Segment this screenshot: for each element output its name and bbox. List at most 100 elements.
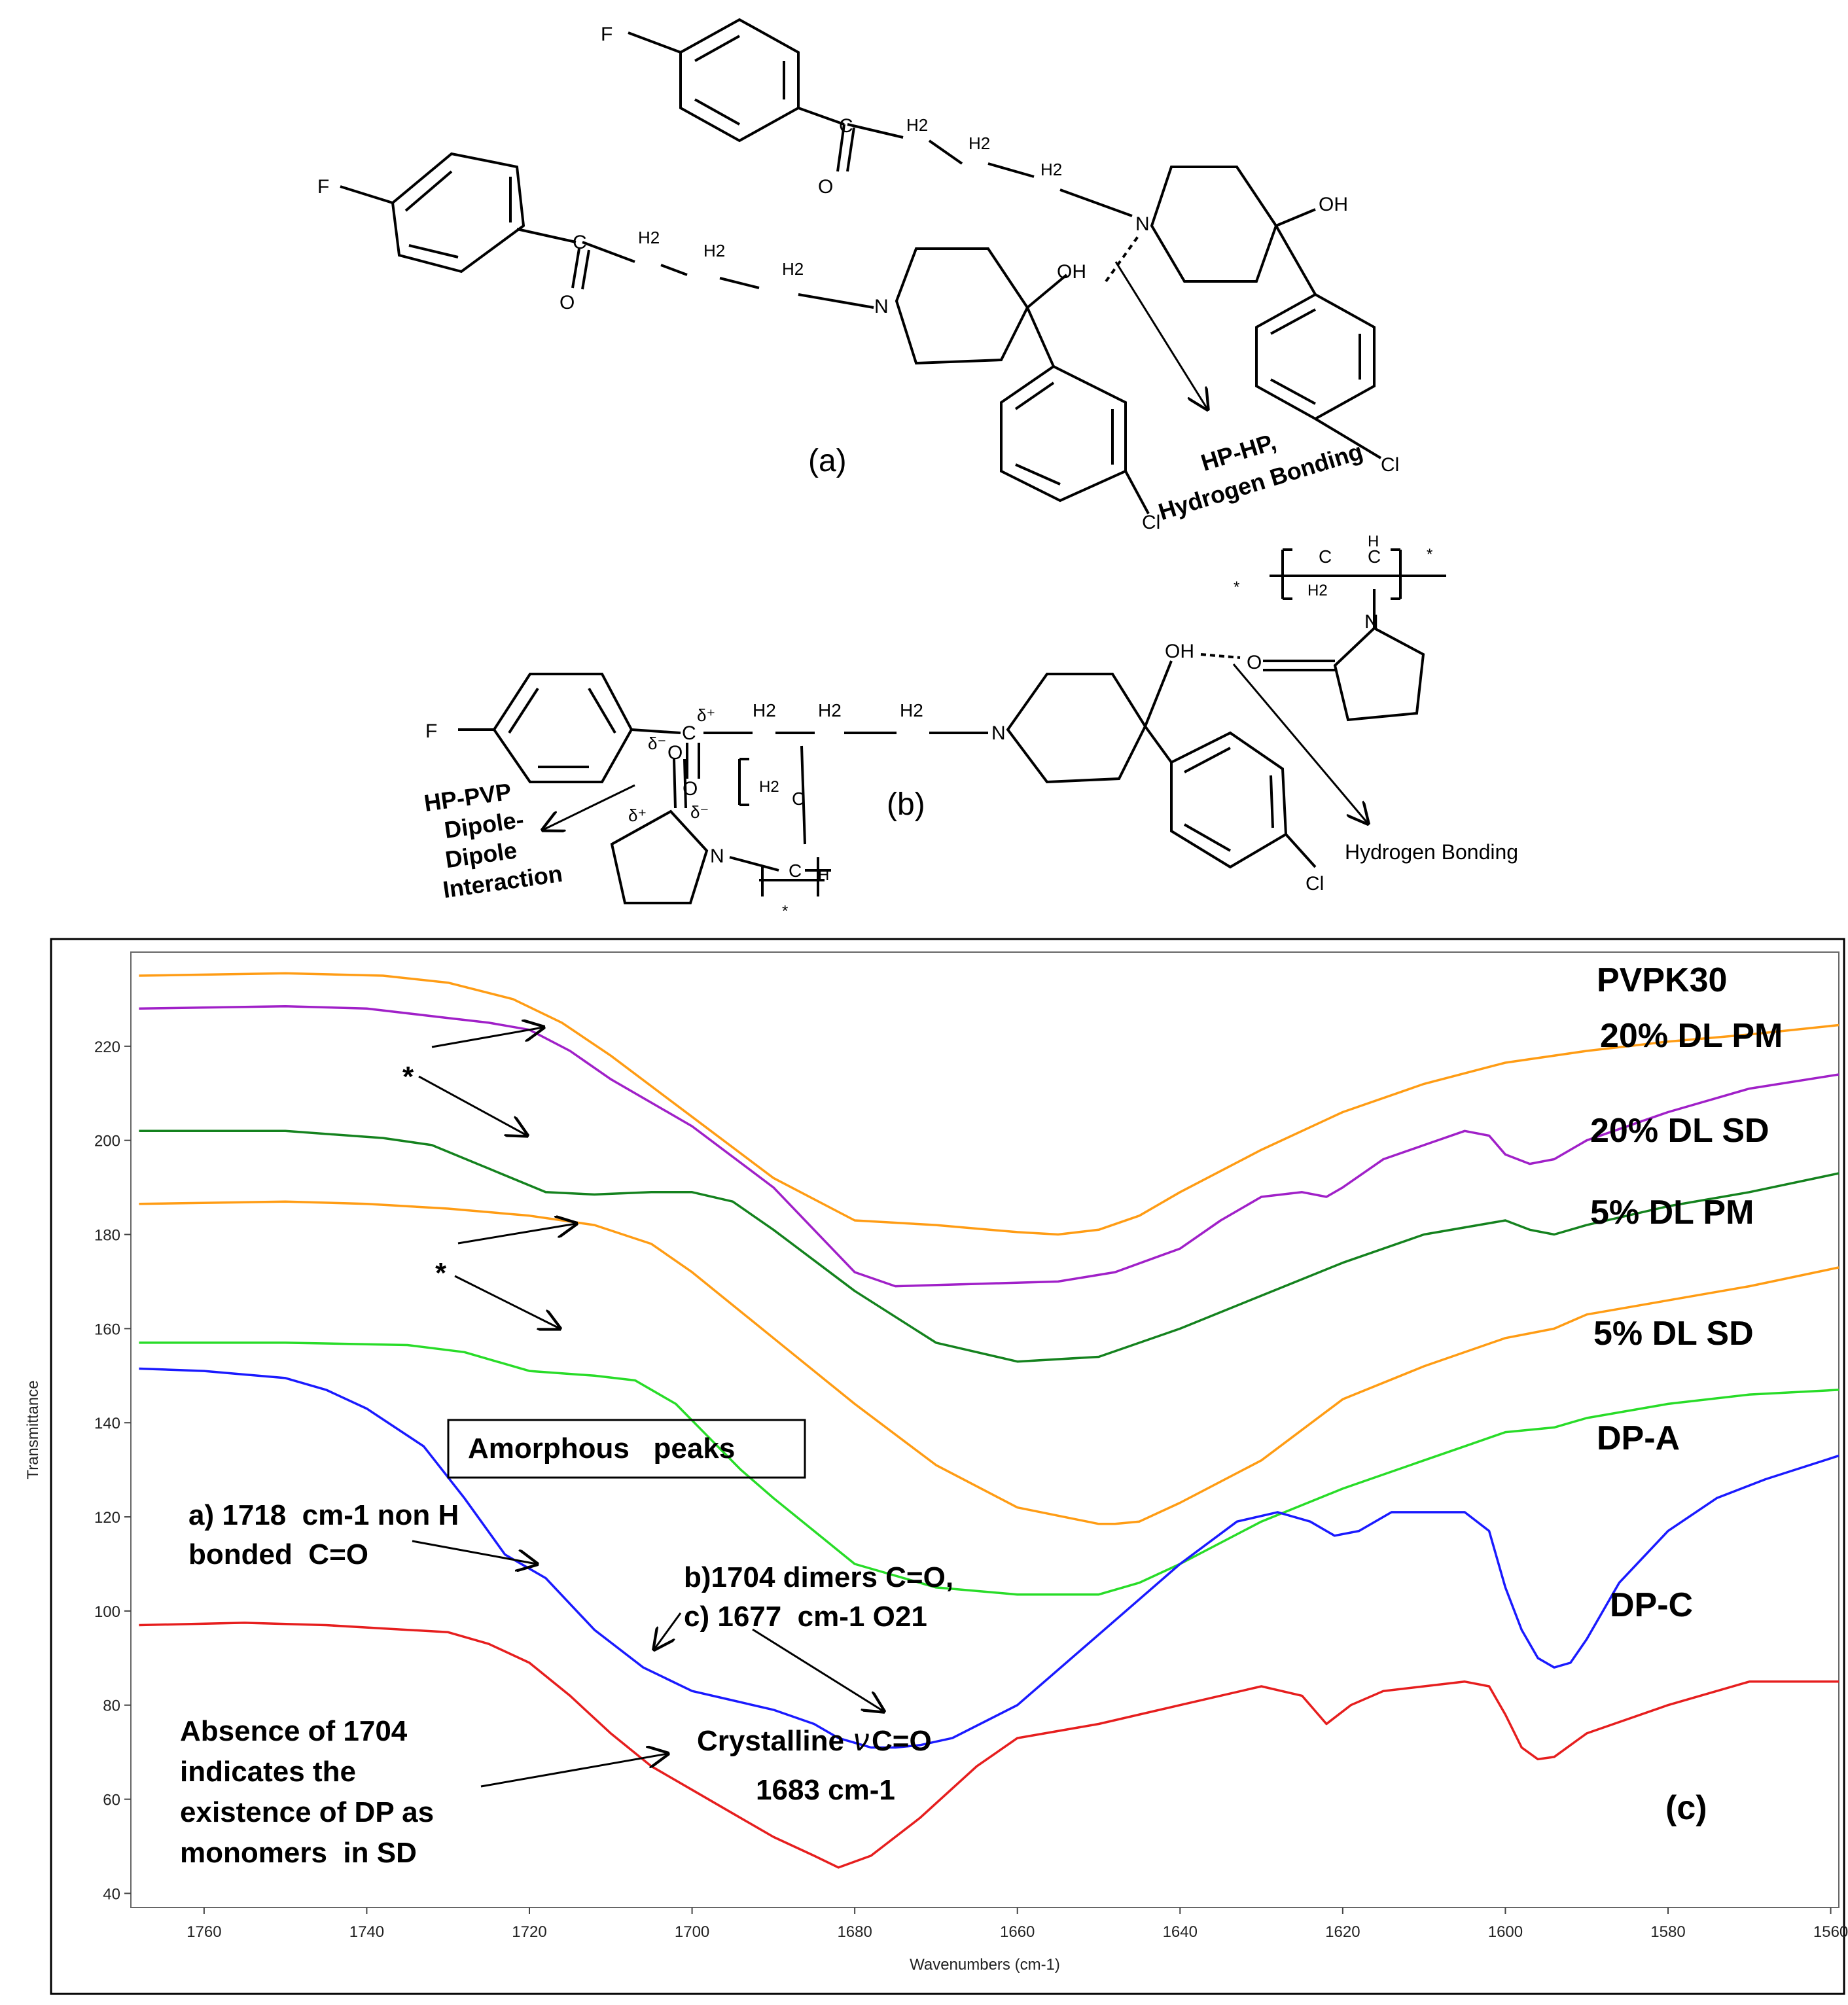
arrow-star2-a bbox=[457, 1224, 576, 1245]
x-axis-label: Wavenumbers (cm-1) bbox=[910, 1956, 1060, 1974]
series-line-dp-a bbox=[139, 1367, 1839, 1749]
pvp-top-c1: C bbox=[1368, 546, 1381, 567]
arrow-1704 bbox=[654, 1612, 682, 1649]
plot-area bbox=[130, 951, 1839, 1908]
x-tick-label: 1740 bbox=[349, 1923, 384, 1941]
y-tick-label: 120 bbox=[94, 1509, 120, 1527]
a-lower-cl: Cl bbox=[1142, 512, 1160, 533]
series-line-5-dl-sd bbox=[139, 1341, 1839, 1596]
b-h2-2: H2 bbox=[818, 700, 842, 720]
upper-haloperidol-molecule bbox=[628, 18, 1382, 459]
anno-a-line1: a) 1718 cm-1 non H bbox=[188, 1499, 459, 1531]
label-pvpk30: PVPK30 bbox=[1597, 961, 1727, 999]
a-upper-oh: OH bbox=[1319, 194, 1348, 215]
series-line-5-dl-pm bbox=[139, 1200, 1839, 1525]
a-lower-h2-2: H2 bbox=[703, 241, 725, 260]
y-tick-label: 220 bbox=[94, 1038, 120, 1056]
x-tick-label: 1680 bbox=[837, 1923, 872, 1941]
y-tick-label: 160 bbox=[94, 1321, 120, 1338]
scheme-b-labels: F C O δ⁺ δ⁻ H2 H2 H2 N OH Cl O N C C H2 … bbox=[422, 533, 1518, 920]
label-dp-a: DP-A bbox=[1597, 1419, 1680, 1457]
a-upper-f: F bbox=[601, 24, 613, 45]
anno-crystalline-value: 1683 cm-1 bbox=[756, 1774, 895, 1806]
x-tick-label: 1600 bbox=[1488, 1923, 1523, 1941]
b-h2-3: H2 bbox=[900, 700, 923, 720]
b-delta-plus: δ⁺ bbox=[697, 705, 715, 725]
a-upper-n: N bbox=[1135, 213, 1150, 235]
anno-absence-line1: Absence of 1704 bbox=[180, 1715, 408, 1747]
b-n: N bbox=[991, 722, 1006, 744]
y-tick-label: 40 bbox=[103, 1885, 120, 1903]
hbond-label: Hydrogen Bonding bbox=[1345, 840, 1518, 864]
pvp-bottom-h: H bbox=[818, 866, 829, 884]
anno-absence-line2: indicates the bbox=[180, 1756, 356, 1788]
label-5-dl-sd: 5% DL SD bbox=[1593, 1315, 1754, 1353]
pvp-bottom-c2: C bbox=[792, 789, 805, 809]
anno-absence-line3: existence of DP as bbox=[180, 1796, 434, 1828]
a-upper-o: O bbox=[818, 176, 833, 198]
a-upper-cl: Cl bbox=[1381, 454, 1399, 476]
b-h2-1: H2 bbox=[753, 700, 776, 720]
arrow-1677 bbox=[752, 1628, 883, 1711]
pvp-top-h: H bbox=[1368, 533, 1379, 550]
pvp-bottom-c1: C bbox=[789, 861, 802, 881]
ftir-chart: 40 60 80 100 120 140 160 180 200 220 1760 1740 1720… bbox=[24, 938, 1848, 1995]
y-tick-label: 80 bbox=[103, 1697, 120, 1715]
spectra bbox=[139, 972, 1839, 1869]
a-lower-o: O bbox=[560, 292, 575, 313]
scheme-b-hp-pvp-structure bbox=[458, 548, 1446, 904]
b-o: O bbox=[683, 778, 698, 800]
scheme-b-label: (b) bbox=[887, 787, 925, 822]
x-tick-label: 1700 bbox=[675, 1923, 709, 1941]
pvp-top-star-right: * bbox=[1427, 546, 1432, 563]
a-lower-h2-3: H2 bbox=[782, 259, 804, 279]
a-lower-n: N bbox=[874, 296, 889, 317]
y-tick-label: 100 bbox=[94, 1603, 120, 1621]
star-annotation-1: * bbox=[402, 1061, 414, 1093]
annotations bbox=[412, 1027, 883, 1788]
series-line-20-dl-sd bbox=[139, 1129, 1839, 1363]
pvp-top-star-left: * bbox=[1234, 578, 1239, 596]
arrow-star1-b bbox=[418, 1075, 527, 1135]
y-axis-label: Transmittance bbox=[24, 1380, 42, 1479]
anno-crystalline: Crystalline νC=O bbox=[697, 1723, 932, 1758]
a-upper-h2-2: H2 bbox=[968, 133, 990, 153]
x-tick-label: 1640 bbox=[1163, 1923, 1198, 1941]
b-cl: Cl bbox=[1306, 873, 1324, 895]
hp-hp-arrow bbox=[1114, 261, 1207, 409]
hp-pvp-hbond-arrow bbox=[1232, 664, 1368, 823]
x-tick-label: 1760 bbox=[187, 1923, 221, 1941]
anno-b-line1: b)1704 dimers C=O, bbox=[684, 1561, 953, 1593]
hp-hp-hbond-dash bbox=[1105, 234, 1140, 283]
y-axis-ticks: 40 60 80 100 120 140 160 180 200 220 bbox=[94, 1038, 131, 1903]
pvp-top-h2: H2 bbox=[1307, 582, 1328, 599]
label-20-dl-pm: 20% DL PM bbox=[1600, 1017, 1783, 1055]
amorphous-box bbox=[447, 1419, 806, 1479]
y-tick-label: 180 bbox=[94, 1227, 120, 1245]
panel-label-c: (c) bbox=[1665, 1789, 1707, 1827]
pvp-bottom-delta-minus: δ⁻ bbox=[690, 802, 709, 822]
scheme-a-labels: F C O H2 H2 H2 N OH Cl F C O H2 H2 H2 N … bbox=[317, 24, 1399, 533]
arrow-1718 bbox=[412, 1540, 537, 1564]
arrow-star1-a bbox=[431, 1027, 543, 1048]
star-annotation-2: * bbox=[435, 1257, 447, 1289]
plot-frame bbox=[130, 951, 1839, 1908]
x-tick-label: 1720 bbox=[512, 1923, 546, 1941]
anno-absence-line4: monomers in SD bbox=[180, 1837, 417, 1869]
x-tick-label: 1660 bbox=[1000, 1923, 1035, 1941]
y-tick-label: 200 bbox=[94, 1133, 120, 1150]
pvp-bottom-star: * bbox=[782, 902, 788, 920]
pvp-bottom-n: N bbox=[710, 845, 724, 867]
series-line-pvpk30 bbox=[139, 972, 1839, 1236]
x-tick-label: 1560 bbox=[1813, 1923, 1848, 1941]
x-tick-label: 1620 bbox=[1325, 1923, 1360, 1941]
anno-crystalline-suffix: C=O bbox=[872, 1725, 932, 1757]
anno-crystalline-nu: ν bbox=[853, 1723, 869, 1758]
a-lower-h2-1: H2 bbox=[638, 228, 660, 247]
pvp-top-o: O bbox=[1247, 652, 1262, 673]
pvp-bottom-h2: H2 bbox=[759, 778, 779, 796]
y-tick-label: 140 bbox=[94, 1415, 120, 1432]
y-tick-label: 60 bbox=[103, 1792, 120, 1809]
label-dp-c: DP-C bbox=[1610, 1586, 1693, 1624]
